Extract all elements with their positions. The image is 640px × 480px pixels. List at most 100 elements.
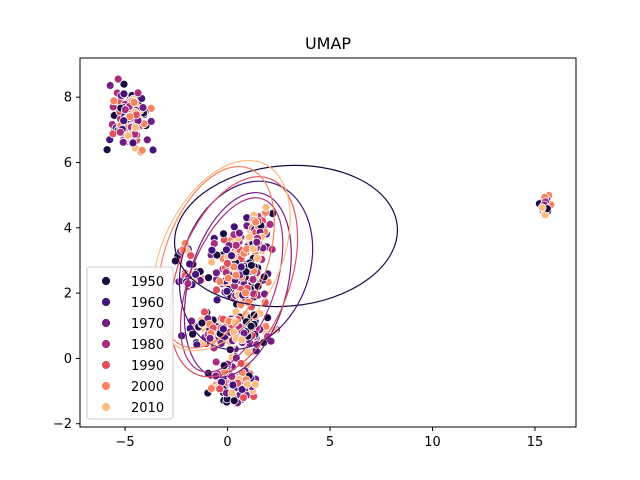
scatter-point [252,237,262,247]
scatter-point [113,74,123,84]
legend-marker-2010 [101,402,111,412]
scatter-point [246,260,256,270]
x-tick-label: 5 [326,435,334,450]
scatter-point [231,270,241,280]
scatter-point [222,286,232,296]
scatter-point [234,228,244,238]
scatter-point [125,112,135,122]
scatter-point [215,277,225,286]
legend-marker-1980 [101,339,111,349]
scatter-point [229,222,239,232]
legend-label-1980: 1980 [131,338,164,353]
legend-label-2000: 2000 [131,380,164,395]
legend-marker-1960 [101,297,111,307]
y-axis: −2 0 2 4 6 8 [53,91,80,432]
scatter-point [204,273,213,283]
legend: 1950 1960 1970 1980 1990 2000 2010 [86,266,174,420]
plot-frame [79,57,577,428]
scatter-point [205,333,215,343]
scatter-point [229,396,239,406]
y-tick-label: −2 [53,417,72,432]
scatter-point [133,88,143,98]
scatter-point [119,79,129,89]
legend-label-1950: 1950 [131,275,164,290]
scatter-point [212,295,222,305]
x-tick-label: 0 [223,435,231,450]
legend-label-1990: 1990 [131,359,164,374]
scatter-point [197,318,207,328]
y-tick-label: 2 [64,287,72,302]
scatter-point [120,105,130,115]
scatter-point [118,137,128,147]
scatter-point [223,273,233,283]
legend-label-1970: 1970 [131,317,164,332]
ellipse-1980 [179,197,284,373]
scatter-point [115,127,125,137]
scatter-point [219,361,229,371]
scatter-point [148,145,158,155]
scatter-point [146,117,156,126]
scatter-points [102,74,556,408]
scatter-point [241,288,250,298]
scatter-point [236,262,246,272]
scatter-point [207,257,217,267]
legend-marker-1990 [101,360,111,370]
scatter-point [212,285,221,295]
scatter-point [102,145,112,155]
scatter-point [119,89,129,99]
scatter-point [137,145,147,155]
scatter-point [227,251,236,261]
scatter-point [109,96,119,106]
scatter-point [230,317,240,327]
scatter-point [128,138,138,148]
scatter-point [108,129,118,139]
legend-label-1960: 1960 [131,296,164,311]
scatter-point [250,379,260,389]
x-tick-label: −5 [116,435,135,450]
scatter-point [231,240,241,250]
scatter-point [123,131,133,140]
scatter-point [242,379,252,389]
ellipse-1990 [169,176,299,378]
scatter-point [119,116,129,126]
scatter-point [251,217,261,227]
scatter-point [239,393,249,403]
scatter-point [105,81,115,90]
scatter-point [130,123,140,132]
confidence-ellipses [152,159,399,378]
scatter-point [243,347,253,357]
scatter-point [537,203,547,213]
scatter-point [222,258,232,268]
scatter-point [191,269,201,279]
scatter-point [129,98,139,107]
scatter-point [218,324,228,334]
y-tick-label: 6 [64,156,72,171]
scatter-point [244,232,254,242]
ellipse-1950 [173,164,399,308]
scatter-point [261,202,271,212]
scatter-point [186,251,196,261]
x-tick-label: 15 [527,435,544,450]
chart-title: UMAP [305,34,351,53]
scatter-point [219,229,228,239]
scatter-point [192,340,202,350]
scatter-point [237,335,247,345]
scatter-point [188,329,198,339]
ellipse-2000 [157,165,275,349]
ellipse-2010 [152,159,291,352]
legend-marker-1950 [101,276,111,286]
scatter-point [206,383,216,393]
legend-marker-1970 [101,318,111,328]
scatter-point [253,254,262,263]
scatter-point [138,103,148,112]
legend-marker-2000 [101,381,111,391]
legend-label-2010: 2010 [131,401,164,416]
scatter-point [215,384,225,394]
scatter-point [142,135,152,145]
scatter-point [211,268,221,278]
scatter-point [246,321,256,331]
scatter-point [211,357,221,367]
y-tick-label: 8 [64,91,72,106]
scatter-point [227,388,237,398]
